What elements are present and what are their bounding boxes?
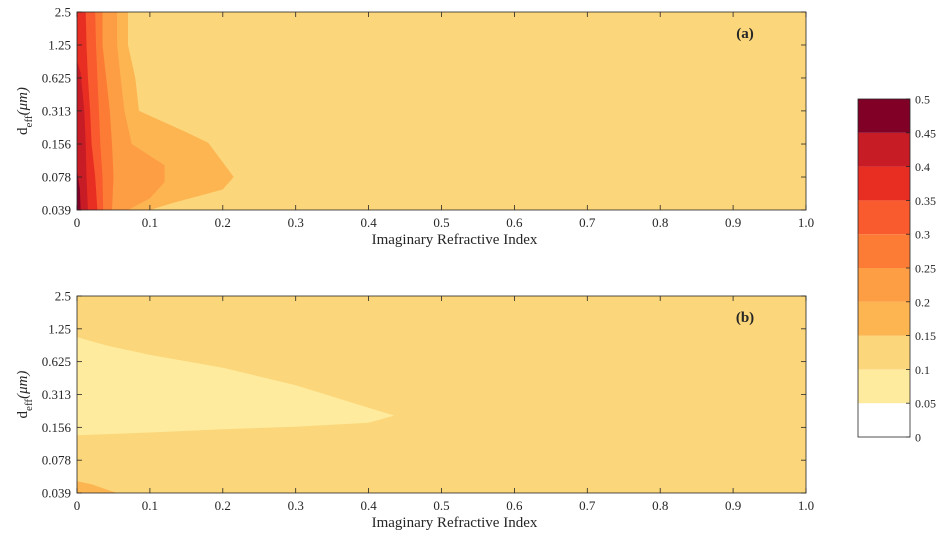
colorbar-tick-label: 0.25 [915,262,936,276]
contour-region-1 [77,481,118,493]
y-tick-label: 0.313 [42,387,71,402]
contour-region-6 [77,170,81,210]
x-tick-label: 0 [74,215,81,230]
y-tick-label: 0.156 [42,420,72,435]
y-label-sub: eff [23,399,35,411]
contour-region-0 [77,337,395,436]
colorbar-swatch [858,234,910,268]
y-tick-label: 2.5 [55,5,71,20]
colorbar-tick-label: 0.3 [915,228,930,242]
x-tick-label: 1.0 [798,215,814,230]
y-tick-label: 0.156 [42,137,72,152]
colorbar-swatch [858,403,910,437]
colorbar-swatch [858,335,910,370]
y-tick-label: 0.625 [42,70,71,85]
y-tick-label: 0.625 [42,354,71,369]
panel-label: (a) [736,26,754,42]
panel-b: 0 0.1 0.2 0.3 0.4 0.5 0.6 0.7 0.8 0.9 1.0 2.5 1.25 0.… [15,289,814,532]
x-tick-label: 0.3 [288,498,304,513]
y-tick-label: 0.313 [42,103,71,118]
colorbar-swatch [858,301,910,336]
x-tick-label: 0.1 [142,215,158,230]
colorbar-tick-label: 0.15 [915,329,936,343]
colorbar-tick-label: 0.2 [915,295,930,309]
y-axis-label: deff(μm) [15,371,35,419]
colorbar-tick-label: 0.4 [915,160,930,174]
x-tick-label: 0.6 [506,215,523,230]
x-tick-label: 0.9 [725,498,741,513]
panel-a: 0 0.1 0.2 0.3 0.4 0.5 0.6 0.7 0.8 0.9 1.0 2.5 1.25 0.… [15,5,814,249]
colorbar-swatch [858,99,910,133]
contour-region-5 [77,60,88,210]
x-tick-label: 1.0 [798,498,814,513]
y-tick-label: 0.078 [42,453,71,468]
colorbar-tick-label: 0.35 [915,194,936,208]
colorbar-swatch [858,268,910,302]
y-label-sub: eff [23,115,35,127]
x-tick-label: 0.1 [142,498,158,513]
x-tick-label: 0.7 [579,215,596,230]
panel-label: (b) [736,310,754,326]
x-tick-label: 0.3 [288,215,304,230]
x-tick-label: 0.8 [652,215,668,230]
y-tick-label: 0.039 [42,486,71,501]
colorbar-tick-label: 0.05 [915,397,936,411]
x-axis-label: Imaginary Refractive Index [372,515,538,531]
x-tick-label: 0 [74,498,81,513]
colorbar-swatch [858,132,910,167]
colorbar-swatch [858,369,910,404]
colorbar-swatch [858,166,910,201]
y-tick-label: 1.25 [48,321,71,336]
y-tick-label: 2.5 [55,289,71,304]
y-label-main: d [15,127,31,135]
x-tick-label: 0.7 [579,498,596,513]
y-label-main: d [15,410,31,418]
x-tick-label: 0.2 [215,215,231,230]
colorbar: 0 0.05 0.1 0.15 0.2 0.25 0.3 0.35 0.4 0.45 0.5 [857,93,936,445]
y-tick-label: 0.039 [42,203,71,218]
x-axis-label: Imaginary Refractive Index [372,232,538,248]
y-tick-label: 1.25 [48,37,71,52]
x-tick-label: 0.8 [652,498,668,513]
y-label-unit: (μm) [15,371,31,399]
x-tick-label: 0.2 [215,498,231,513]
colorbar-swatch [858,200,910,235]
colorbar-tick-label: 0 [915,431,921,445]
x-tick-label: 0.9 [725,215,741,230]
y-axis-label: deff(μm) [15,87,35,135]
x-tick-label: 0.5 [433,215,449,230]
colorbar-tick-label: 0.1 [915,363,930,377]
x-tick-label: 0.4 [360,215,377,230]
colorbar-tick-label: 0.5 [915,93,930,107]
x-tick-label: 0.6 [506,498,523,513]
colorbar-tick-label: 0.45 [915,126,936,140]
x-tick-label: 0.5 [433,498,449,513]
y-tick-label: 0.078 [42,170,71,185]
x-tick-label: 0.4 [360,498,377,513]
y-label-unit: (μm) [15,87,31,115]
